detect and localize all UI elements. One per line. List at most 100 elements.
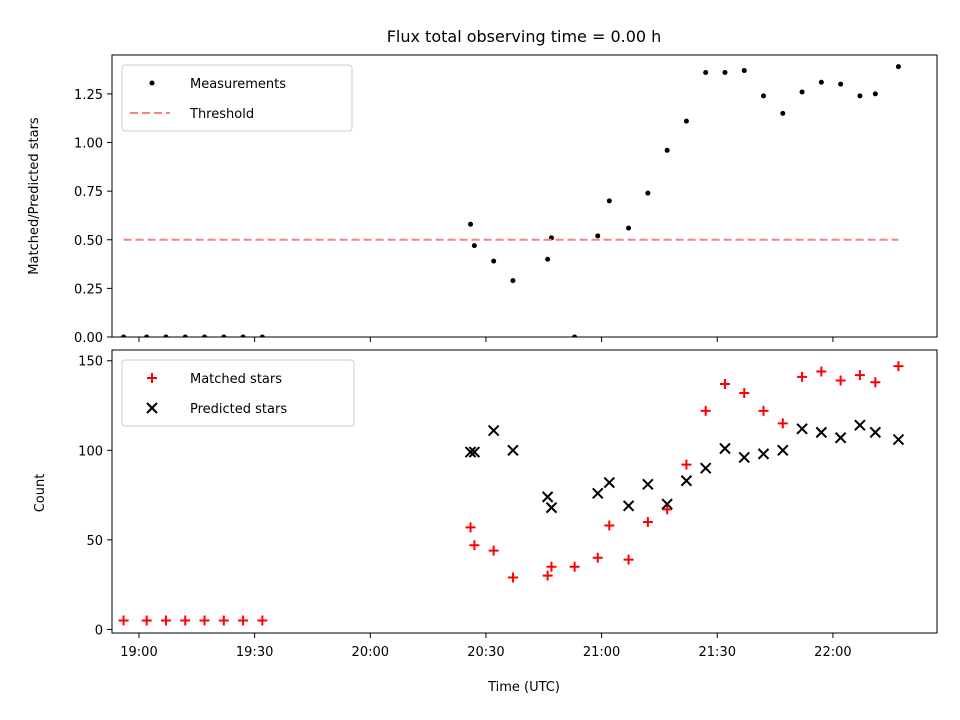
matched-stars-point	[604, 520, 615, 531]
predicted-stars-point	[796, 423, 808, 435]
matched-stars-point	[465, 522, 476, 533]
measurement-point	[163, 334, 169, 337]
y-tick-label: 1.25	[74, 88, 103, 103]
count-panel: 0 50 100 150 19:00 19:30 20:00 20:30 21:00 21:30 2…	[78, 349, 938, 660]
predicted-stars-point	[545, 501, 558, 514]
x-tick-label: 21:00	[583, 645, 620, 660]
matched-stars-point	[218, 615, 229, 626]
matched-stars-point	[758, 405, 769, 416]
predicted-stars-point	[834, 432, 847, 444]
x-tick-label: 22:00	[814, 645, 851, 660]
predicted-stars-point	[622, 500, 635, 512]
matched-stars-point	[488, 545, 499, 556]
x-tick-label: 20:30	[467, 645, 504, 660]
measurement-point	[240, 334, 246, 337]
matched-stars-point	[854, 370, 865, 381]
measurement-point	[491, 258, 497, 264]
x-tick-label: 19:30	[236, 645, 273, 660]
predicted-stars-point	[487, 424, 500, 437]
matched-stars-point	[739, 387, 750, 398]
measurement-point	[471, 243, 477, 249]
matched-stars-point	[180, 615, 191, 626]
matched-stars-point	[893, 361, 904, 372]
measurement-point	[572, 334, 578, 337]
y-tick-label: 150	[78, 355, 103, 370]
matched-stars-point	[141, 615, 152, 626]
legend-measurement-swatch	[149, 80, 155, 86]
matched-stars-point	[816, 366, 827, 377]
matched-stars-point	[569, 561, 580, 572]
predicted-stars-point	[680, 475, 693, 487]
measurement-point	[259, 334, 265, 337]
predicted-stars-point	[642, 478, 654, 491]
matched-stars-point	[469, 540, 480, 551]
matched-stars-point	[662, 504, 673, 515]
measurement-point	[818, 79, 824, 85]
count-y-axis-label: Count	[33, 474, 48, 513]
y-tick-label: 0	[95, 623, 103, 638]
predicted-stars-point	[777, 444, 789, 457]
axes-frame	[111, 349, 938, 634]
measurement-point	[857, 93, 863, 99]
y-tick-label: 0.50	[74, 234, 103, 249]
x-axis-label: Time (UTC)	[487, 680, 560, 695]
matched-stars-point	[700, 405, 711, 416]
predicted-stars-point	[854, 419, 866, 431]
predicted-stars-point	[815, 426, 828, 439]
measurement-point	[144, 334, 150, 337]
measurement-point	[595, 233, 601, 239]
matched-stars-point	[681, 459, 692, 470]
matched-stars-point	[238, 615, 249, 626]
matched-stars-point	[160, 615, 171, 626]
predicted-stars-point	[661, 498, 673, 510]
y-tick-label: 50	[86, 534, 103, 549]
y-tick-label: 0.25	[74, 282, 103, 297]
matched-stars-point	[507, 572, 518, 583]
measurement-point	[202, 334, 208, 337]
measurement-point	[221, 334, 227, 337]
x-tick-label: 21:30	[699, 645, 736, 660]
y-tick-label: 100	[78, 444, 103, 459]
predicted-stars-point	[892, 433, 905, 446]
matched-stars-point	[199, 615, 210, 626]
matched-stars-point	[835, 375, 846, 386]
predicted-stars-point	[541, 491, 554, 503]
legend-predicted-swatch	[146, 402, 158, 414]
legend-label: Measurements	[190, 77, 286, 92]
x-tick-label: 20:00	[352, 645, 389, 660]
x-tick-label: 19:00	[120, 645, 157, 660]
legend-matched-swatch	[147, 373, 157, 383]
predicted-stars-point	[468, 446, 481, 458]
legend-box	[121, 359, 355, 427]
measurement-point	[606, 198, 612, 204]
predicted-stars-point	[507, 444, 519, 457]
axes-frame	[111, 54, 938, 338]
measurement-point	[780, 110, 786, 116]
matched-stars-point	[592, 552, 603, 563]
measurement-point	[741, 68, 747, 74]
matched-stars-point	[542, 570, 553, 581]
measurement-point	[799, 89, 805, 95]
measurement-point	[645, 190, 651, 196]
y-tick-label: 1.00	[74, 137, 103, 152]
predicted-stars-point	[592, 487, 604, 499]
measurement-point	[121, 334, 127, 337]
predicted-stars-point	[699, 462, 712, 474]
matched-stars-point	[777, 418, 788, 429]
matched-stars-point	[870, 377, 881, 388]
matched-stars-point	[546, 561, 557, 572]
y-tick-label: 0.00	[74, 331, 103, 346]
measurement-point	[761, 93, 767, 99]
ratio-y-axis-label: Matched/Predicted stars	[27, 117, 42, 275]
measurement-point	[895, 64, 901, 70]
measurement-point	[703, 70, 709, 76]
predicted-stars-point	[869, 426, 882, 439]
matched-stars-point	[623, 554, 634, 565]
measurement-point	[872, 91, 878, 97]
legend-label: Matched stars	[190, 372, 282, 387]
predicted-stars-point	[719, 442, 731, 455]
predicted-stars-point	[757, 448, 770, 460]
chart-title: Flux total observing time = 0.00 h	[387, 27, 662, 46]
measurement-point	[838, 81, 844, 87]
